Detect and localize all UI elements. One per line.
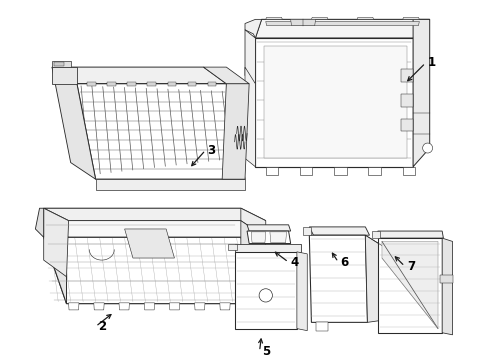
Polygon shape (247, 231, 291, 243)
Text: 3: 3 (208, 144, 216, 157)
Polygon shape (235, 243, 301, 252)
Polygon shape (291, 19, 316, 26)
Polygon shape (94, 303, 104, 310)
Polygon shape (241, 208, 266, 237)
Polygon shape (401, 94, 413, 107)
Polygon shape (366, 235, 382, 322)
Polygon shape (245, 303, 255, 310)
Polygon shape (255, 19, 430, 38)
Polygon shape (368, 167, 381, 175)
Polygon shape (297, 252, 307, 331)
Text: 6: 6 (341, 256, 349, 269)
Circle shape (272, 233, 280, 242)
Polygon shape (228, 243, 237, 250)
Text: 4: 4 (291, 256, 299, 269)
Polygon shape (52, 67, 96, 179)
Polygon shape (378, 231, 443, 238)
Polygon shape (357, 17, 374, 19)
Polygon shape (255, 38, 413, 167)
Polygon shape (188, 82, 196, 86)
Polygon shape (378, 238, 442, 333)
Polygon shape (44, 208, 69, 277)
Polygon shape (303, 227, 312, 235)
Polygon shape (144, 303, 154, 310)
Text: 7: 7 (407, 260, 415, 273)
Polygon shape (147, 82, 156, 86)
Polygon shape (35, 208, 44, 237)
Polygon shape (382, 242, 438, 329)
Polygon shape (87, 82, 96, 86)
Polygon shape (44, 208, 266, 221)
Polygon shape (401, 69, 413, 82)
Polygon shape (54, 62, 65, 66)
Polygon shape (235, 252, 297, 329)
Polygon shape (309, 227, 369, 235)
Polygon shape (247, 225, 291, 231)
Polygon shape (312, 17, 328, 19)
Polygon shape (170, 303, 180, 310)
Polygon shape (403, 167, 415, 175)
Polygon shape (300, 167, 313, 175)
Polygon shape (127, 82, 136, 86)
Polygon shape (413, 19, 430, 167)
Polygon shape (44, 208, 67, 304)
Polygon shape (251, 232, 266, 243)
Polygon shape (44, 237, 264, 304)
Text: 5: 5 (262, 345, 270, 358)
Text: 2: 2 (98, 320, 106, 333)
Polygon shape (264, 46, 407, 158)
Polygon shape (403, 17, 419, 19)
Polygon shape (203, 67, 249, 84)
Circle shape (253, 233, 262, 242)
Polygon shape (107, 82, 116, 86)
Polygon shape (371, 231, 380, 238)
Polygon shape (195, 303, 205, 310)
Polygon shape (44, 221, 266, 237)
Polygon shape (208, 82, 216, 86)
Polygon shape (266, 167, 278, 175)
Polygon shape (52, 67, 226, 84)
Polygon shape (52, 67, 77, 84)
Polygon shape (245, 30, 255, 84)
Polygon shape (168, 82, 176, 86)
Polygon shape (69, 303, 79, 310)
Polygon shape (270, 232, 287, 243)
Polygon shape (245, 67, 255, 167)
Polygon shape (309, 235, 368, 322)
Text: 1: 1 (428, 57, 436, 69)
Circle shape (423, 143, 433, 153)
Polygon shape (96, 179, 245, 190)
Polygon shape (266, 22, 419, 26)
Polygon shape (77, 84, 245, 179)
Circle shape (259, 289, 272, 302)
Polygon shape (119, 303, 129, 310)
Polygon shape (316, 321, 328, 331)
Polygon shape (440, 275, 453, 283)
Polygon shape (401, 119, 413, 131)
Polygon shape (124, 229, 174, 258)
Polygon shape (241, 221, 266, 304)
Polygon shape (245, 19, 262, 38)
Polygon shape (442, 238, 453, 335)
Polygon shape (220, 303, 230, 310)
Polygon shape (266, 17, 282, 19)
Polygon shape (52, 61, 71, 67)
Polygon shape (334, 167, 347, 175)
Polygon shape (222, 84, 249, 179)
